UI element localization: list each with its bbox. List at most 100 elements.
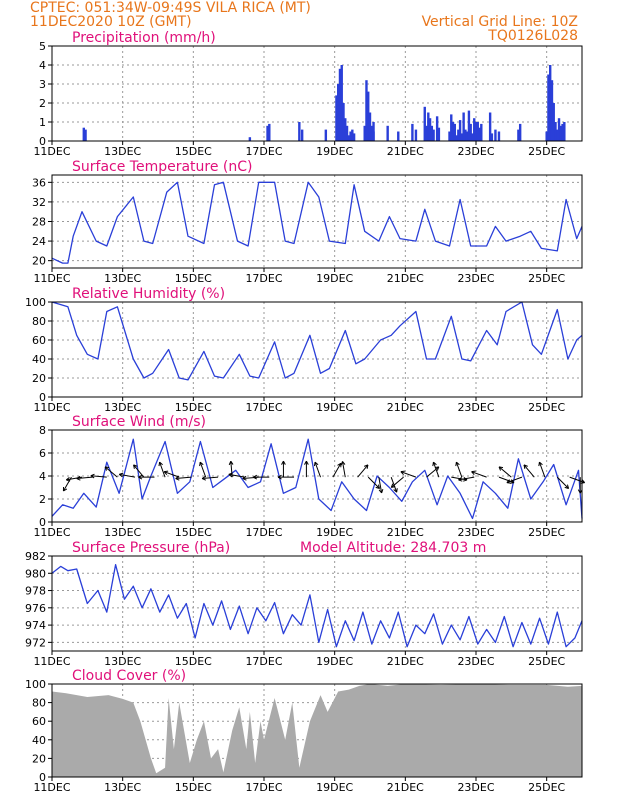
precip-bar [563,122,566,141]
cloud-xtick-label: 15DEC [175,781,212,794]
wind-arrow-head [119,472,124,475]
wind-arrow-head [471,470,476,473]
wind-arrow-shaft [66,476,83,481]
temp-xtick-label: 13DEC [104,272,141,285]
precip-ytick-label: 5 [39,40,46,53]
wind-xtick-label: 15DEC [175,526,212,539]
wind-arrow-head [400,470,405,473]
wind-arrow-shaft [133,464,145,478]
precip-bar [453,123,456,141]
cloud-frame [51,683,583,778]
precip-xtick-label: 11DEC [33,145,70,158]
pres-panel: 972 974 976 978 980 982 11DEC 13DEC 15DEC 17DEC 19… [25,540,583,668]
wind-title: Surface Wind (m/s) [72,414,206,430]
wind-wind-arrow [332,462,342,478]
pres-xtick-label: 15DEC [175,655,212,668]
rh-xtick-label: 23DEC [457,401,494,414]
cloud-title: Cloud Cover (%) [72,668,186,684]
precip-bar [347,135,350,141]
wind-arrow-head [164,470,169,473]
pres-series-line [51,563,583,648]
pres-xtick-label: 11DEC [33,655,70,668]
pres-ytick-label: 974 [25,619,46,632]
cloud-xtick-label: 21DEC [387,781,424,794]
precip-bar [465,131,469,141]
wind-arrow-shaft [341,461,346,478]
wind-arrow-head [433,461,437,466]
precip-bar [488,112,492,141]
wind-arrow-shaft [378,477,383,493]
precip-bar [473,118,476,141]
cloud-ytick-label: 40 [32,734,46,747]
wind-arrow-shaft [228,473,245,478]
wind-arrow-head [228,472,233,475]
precip-bar [490,133,494,141]
wind-arrow-shaft [432,461,440,478]
wind-arrow-shaft [471,471,487,478]
pres-ytick-label: 980 [25,567,46,580]
temp-ytick-label: 36 [32,176,46,189]
wind-arrow-head [158,462,161,467]
wind-arrow-head [436,466,440,471]
rh-ytick-label: 60 [32,334,46,347]
precip-bar [363,125,366,141]
wind-arrow-shaft [458,476,475,481]
wind-arrow-head [523,464,526,469]
precip-bar [550,80,554,141]
wind-arrow-shaft [498,466,512,478]
wind-arrow-head [393,489,398,493]
temp-panel: 20 24 28 32 36 11DEC 13DEC 15DEC 17DEC 19DEC 21DEC… [32,159,583,285]
wind-arrow-head [538,462,540,467]
wind-wind-arrow [556,476,570,489]
wind-wind-arrow [471,470,487,478]
rh-xtick-label: 19DEC [316,401,353,414]
wind-arrow-shaft [523,464,535,478]
precip-bar [430,125,434,141]
precip-bar [517,129,520,141]
wind-arrow-head [364,464,369,467]
precip-bar [545,131,548,141]
wind-arrow-head [201,478,206,481]
precip-xtick-label: 23DEC [457,145,494,158]
wind-arrow-shaft [400,471,417,478]
wind-xtick-label: 13DEC [104,526,141,539]
wind-arrow-shaft [90,475,107,478]
precip-bar [464,129,467,141]
precip-bar [324,129,328,141]
wind-arrow-head [304,460,307,465]
precip-xtick-label: 15DEC [175,145,212,158]
header-run-code: TQ0126L028 [487,28,578,44]
wind-arrow-head [366,464,369,469]
wind-arrow-head [390,483,394,488]
pres-ytick-label: 976 [25,602,46,615]
wind-arrow-shaft [163,471,180,478]
wind-arrow-head [378,489,383,494]
wind-arrow-head [375,486,380,489]
wind-arrow-head [76,475,81,479]
precip-bar [448,131,451,141]
rh-xtick-label: 11DEC [33,401,70,414]
precip-bar [82,127,85,141]
precip-bar [338,68,342,141]
pres-xtick-label: 19DEC [316,655,353,668]
pres-xtick-label: 13DEC [104,655,141,668]
wind-arrow-head [314,461,319,466]
wind-arrow-shaft [498,476,515,484]
cloud-xtick-label: 25DEC [528,781,565,794]
rh-xtick-label: 17DEC [245,401,282,414]
cloud-ytick-label: 60 [32,715,46,728]
precip-bar [342,103,345,141]
precip-title: Precipitation (mm/h) [72,30,216,46]
rh-ytick-label: 100 [25,296,46,309]
wind-arrow-head [432,462,434,467]
wind-panel: 0 2 4 6 8 11DEC 13DEC 15DEC 17DEC 19DEC 21DEC 23DEC… [33,414,586,539]
precip-bar [450,114,453,141]
precip-bar [554,122,557,141]
rh-panel: 0 20 40 60 80 100 11DEC 13DEC 15DEC 17DEC 19DEC 21D… [25,286,583,414]
temp-xtick-label: 21DEC [387,272,424,285]
wind-ytick-label: 8 [39,424,46,437]
wind-xtick-label: 17DEC [245,526,282,539]
precip-bar [411,123,414,141]
wind-wind-arrow [228,472,245,478]
pres-ytick-label: 982 [25,550,46,563]
